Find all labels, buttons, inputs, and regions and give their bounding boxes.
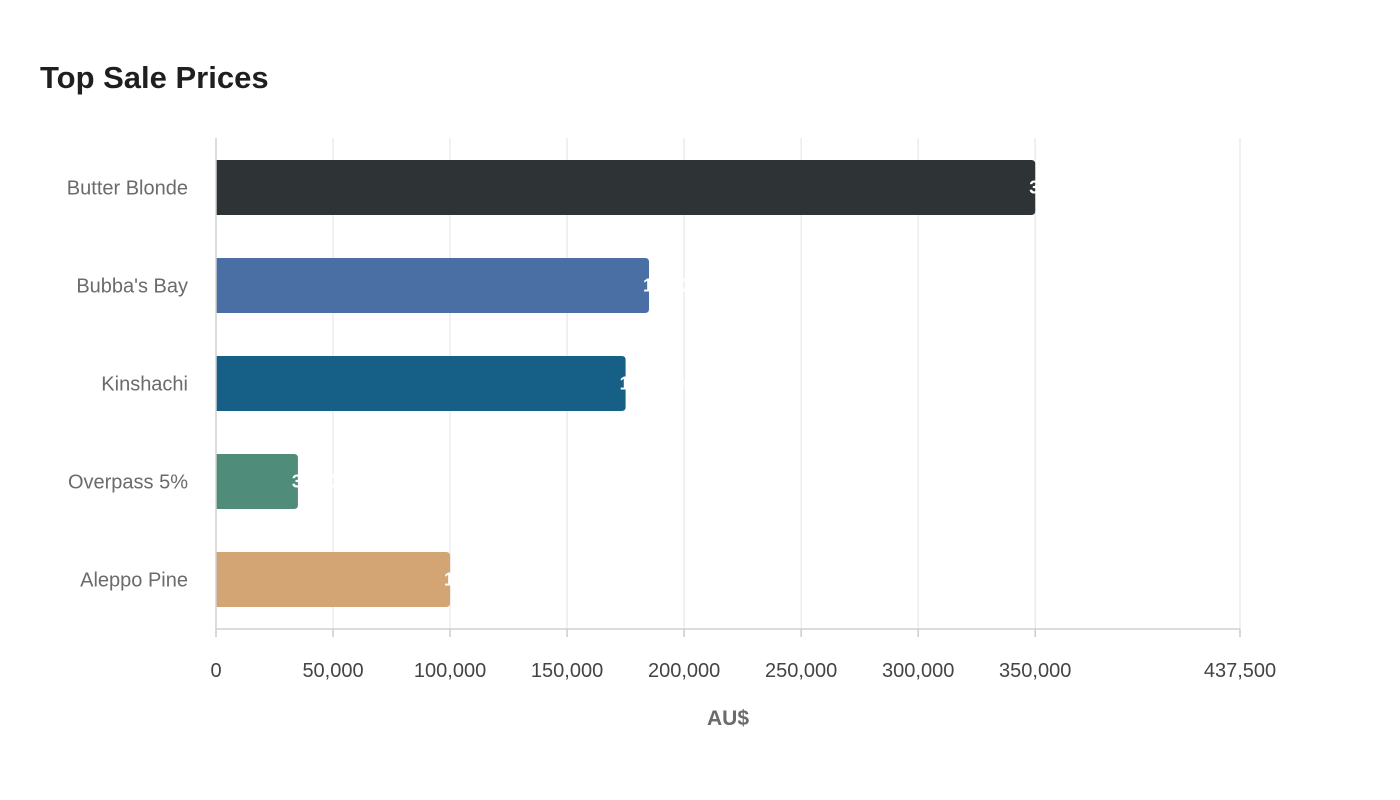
x-tick-label: 50,000 bbox=[302, 660, 363, 682]
x-tick-label: 350,000 bbox=[999, 660, 1071, 682]
chart-title: Top Sale Prices bbox=[40, 60, 269, 95]
x-tick-label: 200,000 bbox=[648, 660, 720, 682]
bar bbox=[216, 552, 451, 607]
bar-value-label: 100,000 bbox=[444, 570, 509, 590]
bars bbox=[216, 160, 1036, 607]
category-label: Kinshachi bbox=[101, 374, 188, 396]
bar-value-label: 185,000 bbox=[643, 276, 708, 296]
x-axis-title: AU$ bbox=[707, 707, 749, 730]
labels: 0 50,000 100,000 150,000 200,000 250,000 300,0… bbox=[67, 178, 1276, 731]
x-tick-label: 300,000 bbox=[882, 660, 954, 682]
x-tick-label: 0 bbox=[210, 660, 221, 682]
bar-value-label: 175,000 bbox=[620, 374, 685, 394]
bar bbox=[216, 160, 1036, 215]
category-label: Butter Blonde bbox=[67, 178, 188, 200]
category-label: Bubba's Bay bbox=[76, 276, 188, 298]
bar bbox=[216, 258, 650, 313]
x-tick-label: 100,000 bbox=[414, 660, 486, 682]
bar bbox=[216, 356, 626, 411]
x-tick-label: 437,500 bbox=[1204, 660, 1276, 682]
bar-value-label: 350,000 bbox=[1029, 178, 1094, 198]
x-tick-label: 150,000 bbox=[531, 660, 603, 682]
x-tick-label: 250,000 bbox=[765, 660, 837, 682]
bar-value-label: 35,000 bbox=[292, 472, 347, 492]
category-label: Overpass 5% bbox=[68, 472, 188, 494]
category-label: Aleppo Pine bbox=[80, 570, 188, 592]
bar bbox=[216, 454, 298, 509]
axes bbox=[215, 138, 1241, 637]
